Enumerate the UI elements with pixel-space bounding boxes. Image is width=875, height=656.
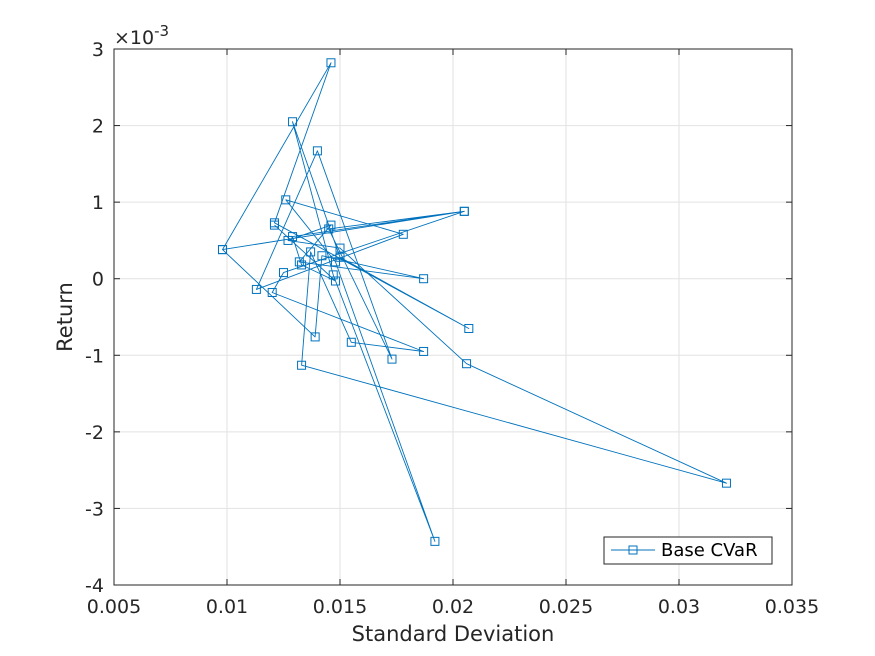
y-tick-label: 3: [92, 39, 104, 61]
data-point-marker: [279, 268, 288, 278]
data-point-marker: [335, 252, 345, 262]
data-point-marker: [721, 478, 731, 488]
data-point-marker: [217, 245, 227, 255]
legend-label: Base CVaR: [661, 540, 758, 561]
series-base-cvar: [217, 58, 731, 546]
data-point-marker: [317, 251, 327, 261]
y-exponent-label: ×10-3: [114, 22, 169, 49]
data-point-marker: [326, 220, 336, 230]
data-point-marker: [398, 229, 408, 239]
y-tick-label: 2: [92, 116, 104, 138]
x-tick-label: 0.005: [87, 596, 141, 618]
data-point-marker: [346, 337, 356, 347]
data-point-marker: [326, 58, 336, 68]
x-tick-label: 0.025: [539, 596, 593, 618]
y-tick-label: 0: [92, 269, 104, 291]
data-point-marker: [267, 287, 277, 297]
x-tick-label: 0.035: [765, 596, 819, 618]
data-point-marker: [330, 276, 340, 286]
legend: Base CVaR: [603, 536, 773, 565]
y-exponent-power: -3: [154, 22, 169, 40]
data-point-marker: [288, 232, 298, 242]
data-point-marker: [269, 220, 279, 230]
data-point-marker: [430, 536, 440, 546]
y-tick-label: -2: [85, 422, 104, 444]
y-tick-label: -1: [85, 345, 104, 367]
x-tick-label: 0.015: [313, 596, 367, 618]
data-point-marker: [419, 346, 429, 356]
data-point-marker: [312, 146, 322, 156]
data-point-marker: [281, 195, 291, 205]
data-point-marker: [251, 284, 261, 294]
y-axis-title: Return: [53, 282, 77, 352]
data-point-marker: [330, 257, 340, 267]
x-tick-label: 0.01: [206, 596, 248, 618]
y-exponent-base: ×10: [114, 27, 154, 49]
series-line: [222, 62, 727, 542]
data-point-marker: [335, 243, 345, 253]
data-point-marker: [459, 206, 469, 216]
data-point-marker: [297, 260, 307, 270]
y-tick-label: -4: [85, 575, 104, 597]
legend-marker-sample: [628, 545, 638, 555]
data-point-marker: [294, 257, 304, 267]
data-point-marker: [310, 332, 320, 342]
y-tick-label: 1: [92, 192, 104, 214]
data-point-marker: [297, 360, 307, 370]
data-point-marker: [387, 354, 397, 364]
data-point-marker: [288, 117, 298, 127]
y-tick-label: -3: [85, 498, 104, 520]
data-point-marker: [306, 247, 316, 257]
ticks: [113, 48, 793, 586]
tick-labels: 0.005 0.01 0.015 0.02 0.025 0.03 0.035 -4 -3 -2 -1…: [85, 39, 819, 618]
x-tick-label: 0.03: [658, 596, 700, 618]
data-point-marker: [328, 270, 338, 280]
data-point-marker: [464, 323, 474, 333]
data-point-marker: [419, 274, 429, 284]
x-tick-label: 0.02: [432, 596, 474, 618]
data-point-marker: [462, 359, 472, 369]
x-axis-title: Standard Deviation: [352, 622, 555, 646]
